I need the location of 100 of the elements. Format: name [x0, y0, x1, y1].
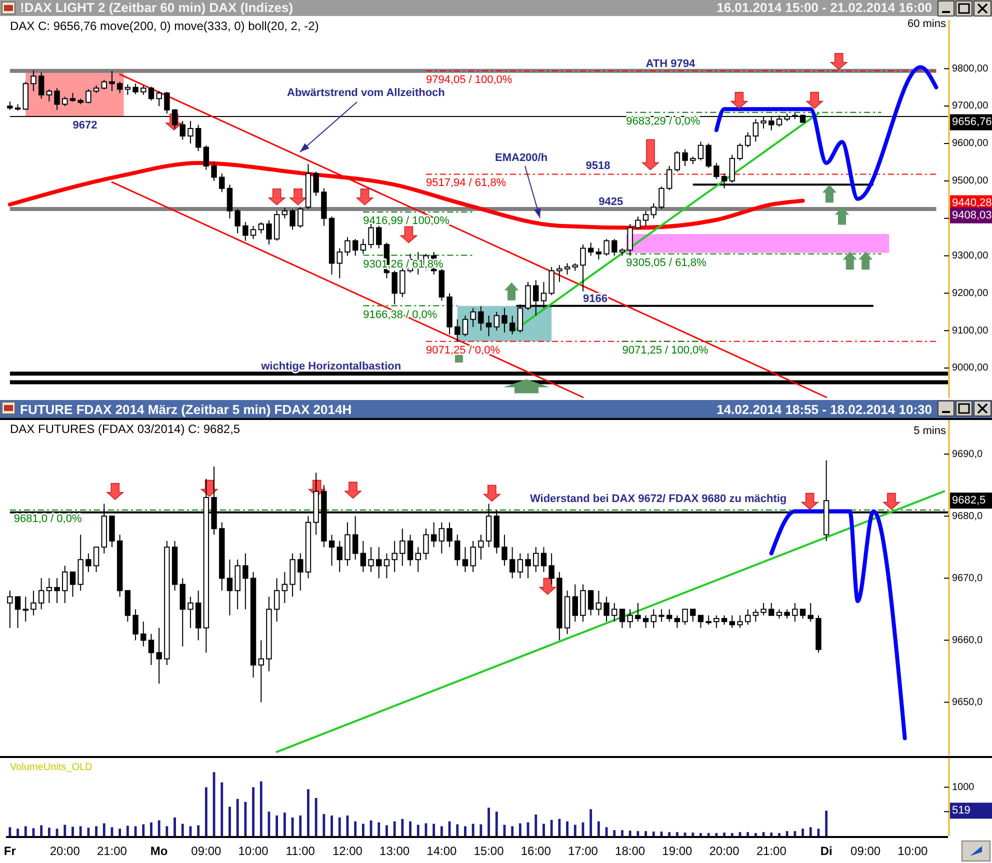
candlestick	[430, 522, 437, 548]
candlestick	[533, 546, 539, 572]
candlestick	[328, 534, 335, 566]
candlestick	[62, 565, 68, 604]
x-tick-label: 10:00	[898, 844, 928, 858]
bar	[378, 822, 380, 836]
x-tick-label: 17:00	[568, 844, 598, 858]
bar	[778, 833, 780, 836]
candlestick	[188, 120, 194, 144]
bar	[40, 825, 43, 836]
candlestick	[714, 162, 720, 180]
text: 14.02.2014 18:55 - 18.02.2014 10:30	[716, 402, 932, 417]
y-tick-label: 9500,00	[952, 176, 989, 187]
ref-line-label: wichtige Horizontalbastion	[260, 360, 402, 373]
bar	[707, 833, 710, 836]
candlestick	[164, 540, 170, 666]
candlestick	[266, 220, 272, 246]
candlestick	[376, 225, 382, 249]
candlestick	[124, 84, 131, 96]
x-tick-label: 20:00	[50, 844, 80, 858]
bar	[676, 832, 678, 836]
bar	[794, 831, 796, 836]
candlestick	[596, 248, 602, 260]
bar	[590, 809, 592, 836]
bar	[330, 816, 333, 836]
candlestick	[336, 540, 342, 572]
bar	[95, 826, 98, 836]
y-tick-label: 9100,00	[952, 325, 989, 336]
candlestick	[282, 207, 288, 219]
candlestick	[203, 144, 210, 170]
bar	[314, 798, 318, 836]
candlestick	[148, 634, 154, 666]
candlestick	[164, 91, 170, 114]
candlestick	[548, 552, 554, 585]
candlestick	[650, 202, 656, 219]
candlestick	[564, 262, 570, 275]
candlestick	[509, 315, 516, 335]
annotation: Abwärtstrend vom Allzeithoch	[287, 87, 446, 99]
ref-line-label: 9305,05 / 61,8%	[626, 256, 706, 269]
bar	[644, 831, 647, 836]
candlestick	[305, 164, 312, 210]
x-tick-label: 12:00	[332, 844, 363, 858]
candlestick	[70, 92, 76, 102]
candlestick	[462, 546, 468, 572]
x-tick-label: 16:00	[520, 844, 552, 858]
y-tick-label: 9600,00	[952, 138, 989, 150]
candlestick	[706, 614, 712, 626]
annotation: Widerstand bei DAX 9672/ FDAX 9680 zu mächtig	[530, 493, 787, 505]
candlestick	[70, 571, 76, 598]
candlestick	[502, 534, 508, 566]
ref-line-label: 9166	[582, 292, 608, 305]
candlestick	[368, 546, 374, 572]
ref-line-label: 9794,05 / 100,0%	[426, 74, 512, 86]
candlestick	[140, 621, 146, 647]
candlestick	[714, 614, 720, 628]
bar	[786, 831, 788, 836]
candlestick	[195, 124, 202, 152]
y-tick-label: 9000,00	[952, 362, 989, 374]
candlestick	[22, 596, 28, 622]
candlestick	[360, 238, 366, 254]
bar	[142, 824, 145, 836]
candlestick	[666, 608, 672, 622]
candlestick	[572, 584, 578, 622]
candlestick	[274, 578, 280, 622]
ref-line-label: 9681,0 / 0,0%	[14, 512, 82, 525]
candlestick	[619, 608, 626, 628]
candlestick	[7, 101, 13, 110]
candlestick	[226, 184, 233, 219]
candlestick	[101, 79, 107, 90]
candlestick	[242, 222, 248, 242]
bar	[550, 820, 553, 836]
candlestick	[46, 578, 52, 604]
candlestick	[62, 96, 68, 107]
bar	[723, 832, 726, 836]
bar	[511, 826, 514, 836]
bar	[181, 824, 184, 836]
candlestick	[446, 522, 452, 548]
text: 519	[952, 804, 970, 817]
candlestick	[30, 70, 36, 92]
bar	[809, 827, 812, 836]
candlestick	[290, 552, 296, 598]
y-tick-label: 9300,00	[952, 250, 989, 262]
bar	[64, 824, 66, 836]
x-tick-label: 19:00	[662, 844, 693, 858]
candlestick	[7, 590, 13, 628]
candlestick	[305, 516, 312, 579]
ref-line-label: 9425	[598, 196, 624, 208]
candlestick	[682, 608, 688, 626]
candlestick	[470, 308, 476, 328]
candlestick	[454, 318, 460, 342]
x-tick-label: 10:00	[238, 844, 269, 858]
candlestick	[744, 608, 751, 626]
candlestick	[86, 552, 92, 572]
bar	[276, 816, 278, 836]
bar	[558, 818, 561, 836]
candlestick	[438, 268, 445, 302]
candlestick	[627, 223, 633, 256]
candlestick	[525, 552, 531, 579]
candlestick	[502, 308, 508, 334]
candlestick	[211, 160, 217, 182]
